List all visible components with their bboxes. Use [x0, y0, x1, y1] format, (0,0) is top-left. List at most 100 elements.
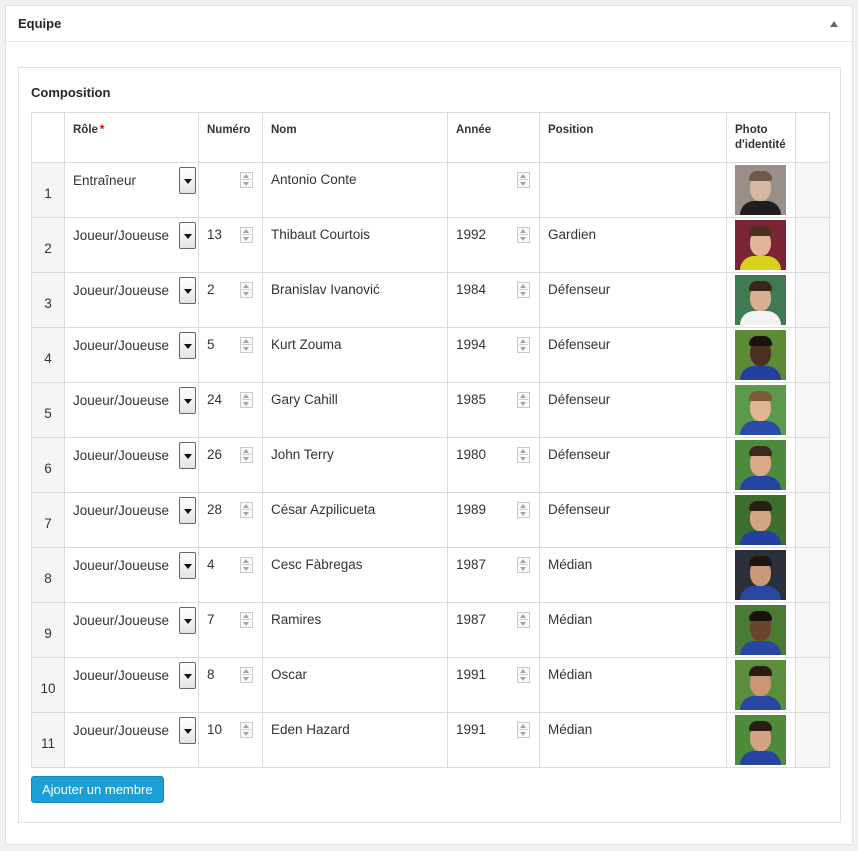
annee-input[interactable]: 1980: [448, 438, 539, 492]
nom-cell[interactable]: Ramires: [262, 602, 448, 658]
numero-cell[interactable]: 5: [198, 327, 263, 383]
position-input[interactable]: Défenseur: [540, 438, 726, 492]
role-cell[interactable]: Joueur/Joueuse: [64, 327, 199, 383]
nom-input[interactable]: César Azpilicueta: [263, 493, 447, 547]
avatar[interactable]: [735, 385, 786, 435]
role-select[interactable]: Joueur/Joueuse: [65, 493, 198, 547]
position-input[interactable]: Médian: [540, 658, 726, 712]
annee-cell[interactable]: 1987: [447, 602, 540, 658]
position-input[interactable]: Médian: [540, 603, 726, 657]
annee-spinner-icon[interactable]: [517, 447, 530, 463]
avatar[interactable]: [735, 220, 786, 270]
annee-input[interactable]: 1984: [448, 273, 539, 327]
numero-cell[interactable]: 26: [198, 437, 263, 493]
photo-cell[interactable]: [726, 382, 796, 438]
annee-cell[interactable]: [447, 162, 540, 218]
position-input[interactable]: Défenseur: [540, 383, 726, 437]
role-dropdown-button[interactable]: [179, 167, 196, 194]
numero-spinner-icon[interactable]: [240, 392, 253, 408]
role-select[interactable]: Joueur/Joueuse: [65, 713, 198, 767]
numero-spinner-icon[interactable]: [240, 447, 253, 463]
role-dropdown-button[interactable]: [179, 552, 196, 579]
role-select[interactable]: Joueur/Joueuse: [65, 438, 198, 492]
collapse-arrow-icon[interactable]: [830, 20, 838, 27]
annee-cell[interactable]: 1989: [447, 492, 540, 548]
numero-input[interactable]: 24: [199, 383, 262, 437]
nom-input[interactable]: Ramires: [263, 603, 447, 657]
photo-wrap[interactable]: [727, 548, 795, 602]
annee-input[interactable]: 1991: [448, 658, 539, 712]
numero-spinner-icon[interactable]: [240, 337, 253, 353]
role-cell[interactable]: Joueur/Joueuse: [64, 272, 199, 328]
photo-cell[interactable]: [726, 437, 796, 493]
role-select[interactable]: Entraîneur: [65, 163, 198, 217]
position-input[interactable]: Défenseur: [540, 328, 726, 382]
role-select[interactable]: Joueur/Joueuse: [65, 328, 198, 382]
numero-input[interactable]: 8: [199, 658, 262, 712]
role-cell[interactable]: Joueur/Joueuse: [64, 382, 199, 438]
panel-header[interactable]: Equipe: [6, 6, 852, 42]
numero-cell[interactable]: 13: [198, 217, 263, 273]
role-cell[interactable]: Joueur/Joueuse: [64, 712, 199, 768]
photo-cell[interactable]: [726, 547, 796, 603]
nom-cell[interactable]: Eden Hazard: [262, 712, 448, 768]
annee-cell[interactable]: 1991: [447, 712, 540, 768]
annee-spinner-icon[interactable]: [517, 392, 530, 408]
position-cell[interactable]: Médian: [539, 547, 727, 603]
photo-wrap[interactable]: [727, 658, 795, 712]
position-cell[interactable]: Médian: [539, 657, 727, 713]
photo-cell[interactable]: [726, 162, 796, 218]
nom-cell[interactable]: John Terry: [262, 437, 448, 493]
position-input[interactable]: Défenseur: [540, 273, 726, 327]
role-dropdown-button[interactable]: [179, 717, 196, 744]
position-cell[interactable]: Défenseur: [539, 327, 727, 383]
role-cell[interactable]: Joueur/Joueuse: [64, 437, 199, 493]
avatar[interactable]: [735, 440, 786, 490]
avatar[interactable]: [735, 495, 786, 545]
annee-cell[interactable]: 1991: [447, 657, 540, 713]
annee-spinner-icon[interactable]: [517, 337, 530, 353]
numero-spinner-icon[interactable]: [240, 557, 253, 573]
annee-input[interactable]: 1992: [448, 218, 539, 272]
numero-cell[interactable]: 2: [198, 272, 263, 328]
annee-cell[interactable]: 1980: [447, 437, 540, 493]
position-input[interactable]: Médian: [540, 713, 726, 767]
nom-input[interactable]: Cesc Fàbregas: [263, 548, 447, 602]
photo-wrap[interactable]: [727, 713, 795, 767]
annee-input[interactable]: 1987: [448, 548, 539, 602]
annee-spinner-icon[interactable]: [517, 282, 530, 298]
nom-cell[interactable]: Branislav Ivanović: [262, 272, 448, 328]
role-cell[interactable]: Joueur/Joueuse: [64, 602, 199, 658]
role-cell[interactable]: Joueur/Joueuse: [64, 217, 199, 273]
annee-spinner-icon[interactable]: [517, 557, 530, 573]
role-dropdown-button[interactable]: [179, 277, 196, 304]
photo-wrap[interactable]: [727, 163, 795, 217]
role-select[interactable]: Joueur/Joueuse: [65, 548, 198, 602]
numero-cell[interactable]: 10: [198, 712, 263, 768]
annee-input[interactable]: 1994: [448, 328, 539, 382]
photo-wrap[interactable]: [727, 273, 795, 327]
numero-cell[interactable]: 7: [198, 602, 263, 658]
numero-input[interactable]: 7: [199, 603, 262, 657]
numero-spinner-icon[interactable]: [240, 502, 253, 518]
position-input[interactable]: [540, 163, 726, 217]
position-cell[interactable]: Défenseur: [539, 492, 727, 548]
annee-spinner-icon[interactable]: [517, 227, 530, 243]
nom-input[interactable]: Antonio Conte: [263, 163, 447, 217]
annee-cell[interactable]: 1987: [447, 547, 540, 603]
numero-spinner-icon[interactable]: [240, 667, 253, 683]
photo-wrap[interactable]: [727, 383, 795, 437]
annee-spinner-icon[interactable]: [517, 722, 530, 738]
role-cell[interactable]: Joueur/Joueuse: [64, 547, 199, 603]
position-input[interactable]: Médian: [540, 548, 726, 602]
annee-cell[interactable]: 1985: [447, 382, 540, 438]
annee-input[interactable]: 1989: [448, 493, 539, 547]
nom-cell[interactable]: Antonio Conte: [262, 162, 448, 218]
annee-input[interactable]: [448, 163, 539, 217]
role-dropdown-button[interactable]: [179, 497, 196, 524]
annee-cell[interactable]: 1984: [447, 272, 540, 328]
avatar[interactable]: [735, 330, 786, 380]
nom-cell[interactable]: Oscar: [262, 657, 448, 713]
avatar[interactable]: [735, 275, 786, 325]
role-cell[interactable]: Joueur/Joueuse: [64, 657, 199, 713]
